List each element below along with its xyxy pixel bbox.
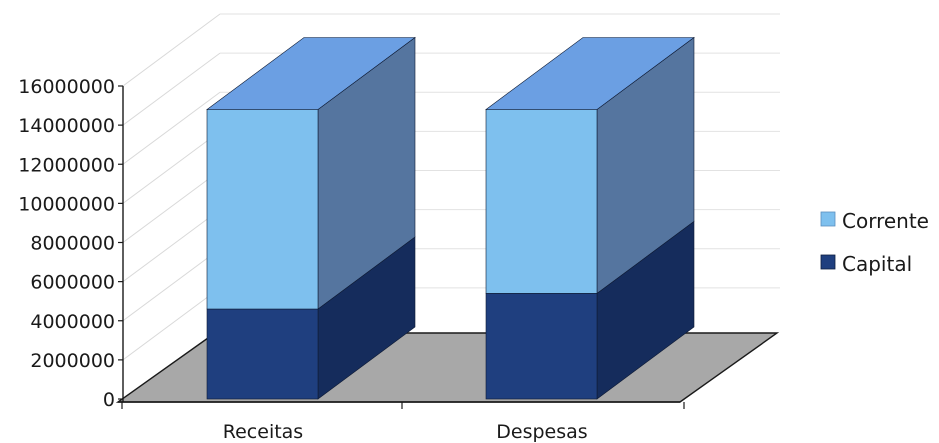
gridline-side: [122, 287, 221, 361]
y-tick-label: 2000000: [30, 350, 115, 372]
x-category-label: Receitas: [223, 421, 303, 443]
bars: [206, 36, 695, 400]
y-tick-label: 6000000: [30, 272, 115, 294]
legend-swatch-corrente: [820, 211, 836, 227]
bar-corrente-receitas: [206, 36, 416, 310]
bar-front-face: [485, 109, 598, 294]
bar-capital-despesas: [485, 220, 695, 400]
bar-corrente-despesas: [485, 36, 695, 294]
legend-swatch-capital: [820, 254, 836, 270]
bar-capital-receitas: [206, 236, 416, 400]
gridline-side: [122, 130, 221, 204]
y-tick-label: 14000000: [18, 115, 115, 137]
y-axis: 0 2000000 4000000 6000000 8000000 10000000 120…: [18, 76, 685, 411]
legend-label-corrente: Corrente: [842, 209, 929, 233]
bar-top-face: [206, 37, 416, 110]
y-tick-label: 16000000: [18, 76, 115, 98]
gridline-side: [122, 91, 221, 165]
x-category-label: Despesas: [496, 421, 587, 443]
bar-front-face: [206, 308, 319, 400]
bar-front-face: [485, 293, 598, 400]
y-tick-label: 0: [103, 389, 115, 411]
legend-label-capital: Capital: [842, 252, 912, 276]
gridline-side: [122, 13, 221, 87]
gridline-side: [122, 52, 221, 126]
bar-front-face: [206, 109, 319, 310]
y-tick-label: 4000000: [30, 311, 115, 333]
y-tick-label: 8000000: [30, 233, 115, 255]
gridline-side: [122, 170, 221, 243]
gridline-side: [122, 209, 221, 283]
bar-top-face: [485, 37, 695, 110]
x-axis: Receitas Despesas: [223, 421, 588, 443]
y-tick-label: 10000000: [18, 193, 115, 215]
legend: Corrente Capital: [820, 209, 929, 276]
gridline-side: [122, 248, 221, 322]
y-tick-label: 12000000: [18, 154, 115, 176]
